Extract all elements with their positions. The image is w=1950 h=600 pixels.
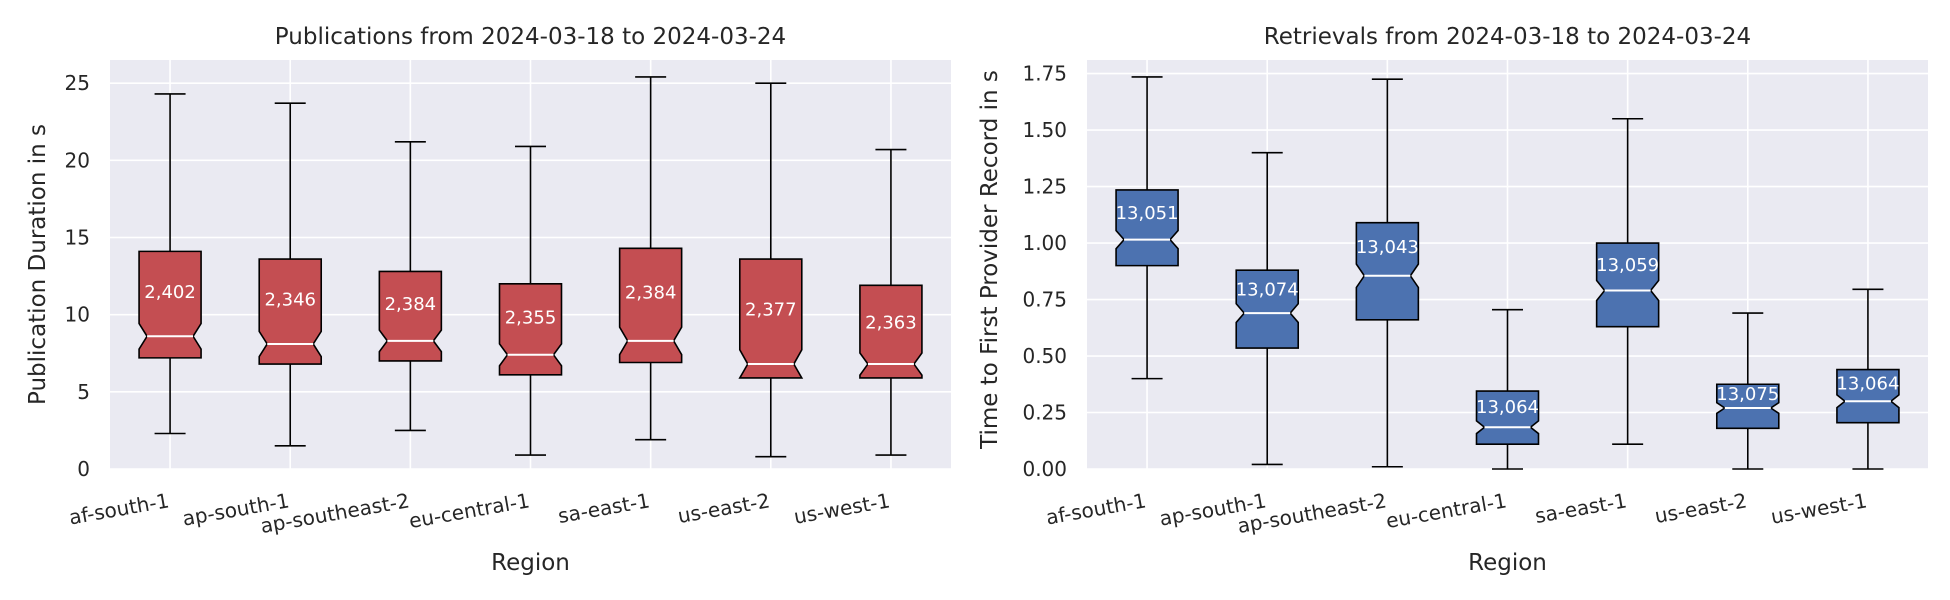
y-tick-label: 0 [77,457,90,481]
count-label: 13,043 [1356,237,1419,258]
x-tick-label: eu-central-1 [407,488,531,533]
y-tick-label: 0.00 [1022,457,1067,481]
x-tick-label: af-south-1 [67,488,171,529]
box-ap-southeast-2: 13,043 [1355,78,1420,468]
x-tick-label: sa-east-1 [556,488,651,528]
box-eu-central-1: 13,064 [1475,308,1540,470]
count-label: 13,059 [1596,255,1659,276]
box-body [1235,269,1300,349]
y-tick-label: 1.00 [1022,231,1067,255]
x-tick-label: sa-east-1 [1533,488,1628,528]
box-body [1475,390,1540,445]
x-tick-label: us-west-1 [792,488,892,529]
y-tick-label: 25 [65,71,90,95]
box-ap-south-1: 13,074 [1235,151,1300,466]
x-tick-label: us-west-1 [1769,488,1869,529]
x-tick-label: us-east-2 [676,488,772,528]
x-axis-label: Region [491,550,570,576]
box-body [618,247,683,364]
box-body [1115,189,1179,267]
box-ap-south-1: 2,346 [258,102,323,447]
box-af-south-1: 13,051 [1115,76,1179,380]
box-body [738,258,804,379]
box-ap-southeast-2: 2,384 [378,141,443,432]
count-label: 2,346 [264,290,316,311]
box-body [1715,383,1780,430]
y-tick-label: 0.25 [1022,401,1067,425]
box-body [1595,242,1660,328]
box-body [138,250,202,359]
box-us-east-2: 2,377 [738,82,804,458]
y-tick-label: 0.50 [1022,344,1067,368]
box-eu-central-1: 2,355 [498,145,563,456]
x-axis-label: Region [1468,550,1547,576]
count-label: 13,051 [1116,203,1179,224]
box-us-west-1: 2,363 [859,148,923,456]
x-tick-label: af-south-1 [1044,488,1148,529]
count-label: 13,064 [1836,373,1899,394]
count-label: 2,363 [865,313,917,334]
count-label: 2,355 [505,307,557,328]
x-tick-label: eu-central-1 [1384,488,1508,533]
box-body [1355,221,1420,321]
box-af-south-1: 2,402 [138,93,202,435]
count-label: 2,402 [144,282,196,303]
box-sa-east-1: 2,384 [618,76,683,441]
chart-title: Publications from 2024-03-18 to 2024-03-… [275,24,786,50]
y-axis-label: Time to First Provider Record in s [977,70,1003,450]
count-label: 2,384 [625,283,677,304]
box-body [859,284,923,379]
chart-title: Retrievals from 2024-03-18 to 2024-03-24 [1264,24,1751,50]
box-body [1836,368,1900,424]
y-tick-label: 0.75 [1022,288,1067,312]
y-tick-label: 5 [77,380,90,404]
box-sa-east-1: 13,059 [1595,117,1660,445]
count-label: 13,064 [1476,397,1539,418]
y-tick-label: 10 [65,303,90,327]
y-tick-label: 1.25 [1022,175,1067,199]
box-body [258,258,323,365]
box-body [378,270,443,362]
count-label: 13,074 [1236,280,1299,301]
count-label: 2,384 [385,294,437,315]
y-tick-label: 1.50 [1022,118,1067,142]
y-axis-label: Publication Duration in s [25,124,51,405]
box-us-west-1: 13,064 [1836,288,1900,470]
y-tick-label: 1.75 [1022,62,1067,86]
y-tick-label: 15 [65,225,90,249]
box-body [498,282,563,376]
count-label: 13,075 [1716,384,1779,405]
count-label: 2,377 [745,300,797,321]
box-us-east-2: 13,075 [1715,312,1780,470]
chart-panel-2: 0.00 0.25 0.50 0.75 1.00 1.25 1.50 1.75 af-south… [977,24,1928,576]
x-tick-label: us-east-2 [1653,488,1749,528]
y-tick-label: 20 [65,148,90,172]
